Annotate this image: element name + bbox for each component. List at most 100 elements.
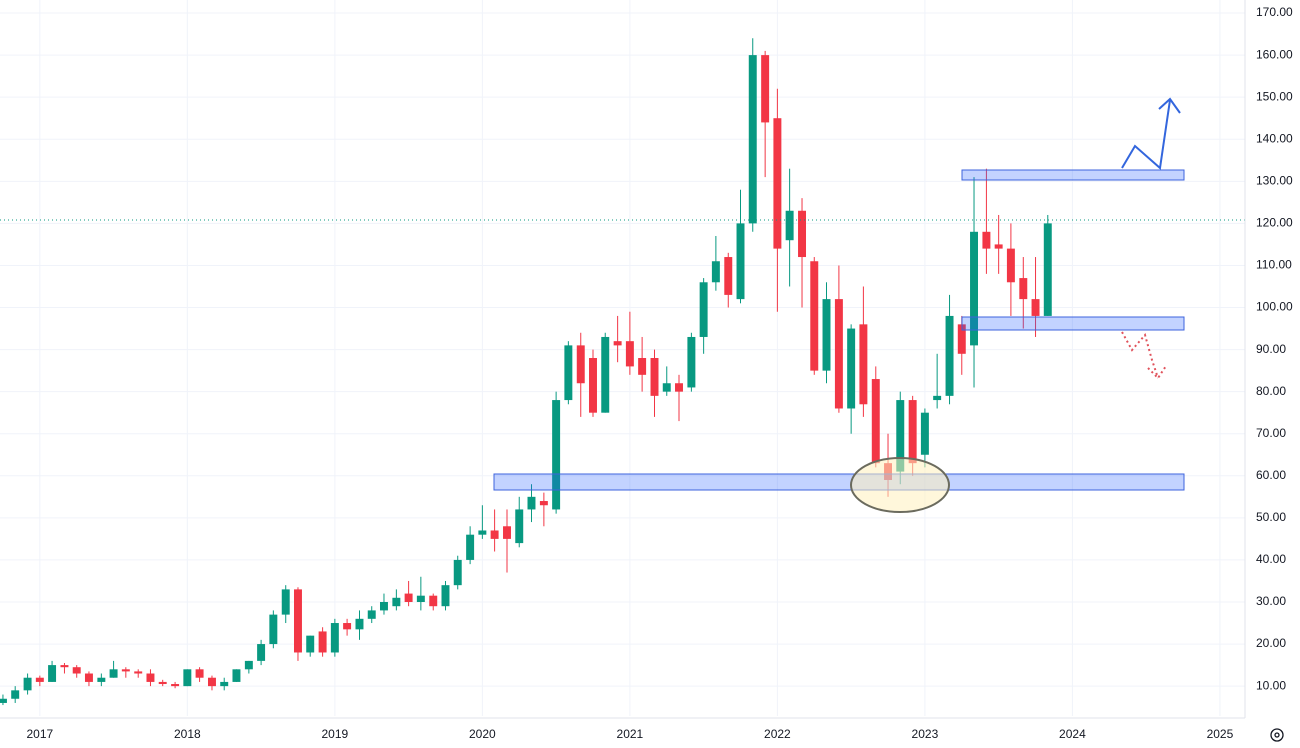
- candle-body: [687, 336, 696, 388]
- candle-body: [453, 559, 462, 586]
- candle-body: [625, 341, 634, 367]
- candle-body: [785, 210, 794, 241]
- candle-body: [97, 677, 106, 682]
- y-tick-label: 100.00: [1256, 300, 1293, 314]
- candle-body: [933, 395, 942, 401]
- candle-body: [552, 400, 561, 510]
- candle-body: [158, 681, 167, 685]
- candle-body: [306, 635, 315, 653]
- drawings: [0, 97, 1245, 513]
- candle-body: [355, 618, 364, 630]
- candle-body: [1006, 248, 1015, 283]
- candle-body: [330, 623, 339, 653]
- x-tick-label: 2025: [1207, 727, 1234, 741]
- candle-body: [257, 644, 266, 661]
- y-tick-label: 150.00: [1256, 89, 1293, 103]
- candle-body: [0, 698, 7, 703]
- candle-body: [171, 684, 180, 687]
- candle-body: [134, 671, 143, 674]
- candle-body: [281, 589, 290, 615]
- candle-body: [638, 358, 647, 375]
- candle-body: [675, 383, 683, 392]
- y-tick-label: 160.00: [1256, 47, 1293, 61]
- candle-body: [35, 677, 44, 682]
- candle-body: [293, 589, 302, 653]
- candle-body: [711, 261, 720, 283]
- candle-body: [822, 299, 831, 371]
- candle-body: [60, 665, 69, 668]
- candle-body: [503, 526, 511, 539]
- candle-body: [1031, 299, 1040, 316]
- candle-body: [859, 324, 868, 405]
- x-tick-label: 2017: [26, 727, 53, 741]
- candle-body: [343, 623, 352, 630]
- y-tick-label: 10.00: [1256, 678, 1286, 692]
- candle-body: [539, 501, 548, 506]
- x-tick-label: 2020: [469, 727, 496, 741]
- candle-body: [207, 677, 216, 687]
- candle-body: [195, 669, 204, 678]
- candle-body: [662, 383, 671, 392]
- arrow-head: [1147, 365, 1167, 380]
- candle-body: [269, 614, 278, 645]
- candle-body: [810, 261, 819, 371]
- candle-body: [318, 631, 327, 653]
- arrow-head: [1158, 97, 1181, 114]
- candle-body: [871, 379, 880, 464]
- candle-body: [699, 282, 708, 337]
- y-tick-label: 140.00: [1256, 131, 1293, 145]
- up-arrow: [1121, 99, 1171, 170]
- candle-body: [773, 118, 782, 249]
- y-tick-label: 30.00: [1256, 594, 1286, 608]
- candle-body: [416, 595, 425, 602]
- candle-body: [798, 210, 807, 258]
- candle-body: [736, 223, 745, 300]
- candle-body: [650, 358, 659, 396]
- y-tick-label: 170.00: [1256, 5, 1293, 19]
- x-tick-label: 2023: [912, 727, 939, 741]
- candle-body: [404, 593, 413, 602]
- y-tick-label: 20.00: [1256, 636, 1286, 650]
- y-tick-label: 120.00: [1256, 216, 1293, 230]
- candle-body: [183, 669, 192, 687]
- candle-body: [109, 669, 118, 678]
- candle-body: [441, 585, 450, 607]
- candle-body: [957, 324, 966, 354]
- zone: [493, 473, 1185, 491]
- candles: [0, 38, 1052, 706]
- candle-body: [576, 345, 585, 384]
- candle-body: [834, 299, 843, 409]
- candle-body: [146, 673, 155, 682]
- grid: [0, 0, 1245, 716]
- candle-body: [429, 595, 438, 607]
- candle-body: [527, 496, 536, 510]
- candle-body: [761, 55, 770, 123]
- candle-body: [48, 665, 57, 682]
- candle-body: [748, 55, 757, 224]
- candle-body: [466, 534, 475, 560]
- y-tick-label: 60.00: [1256, 468, 1286, 482]
- x-tick-label: 2024: [1059, 727, 1086, 741]
- candle-body: [11, 690, 20, 699]
- candle-body: [367, 610, 376, 619]
- candle-body: [1043, 223, 1052, 316]
- y-tick-label: 50.00: [1256, 510, 1286, 524]
- candle-body: [84, 673, 93, 682]
- candle-body: [982, 231, 991, 249]
- candle-body: [970, 231, 978, 346]
- candle-body: [515, 509, 524, 544]
- candle-body: [379, 601, 388, 611]
- zone: [961, 316, 1185, 331]
- zone: [961, 169, 1185, 181]
- candle-body: [589, 358, 597, 413]
- candle-body: [908, 400, 917, 464]
- candle-body: [994, 244, 1003, 249]
- candle-body: [121, 669, 130, 672]
- candle-body: [564, 345, 573, 401]
- candle-body: [601, 336, 610, 413]
- candle-body: [23, 677, 32, 691]
- candle-body: [232, 669, 241, 682]
- candle-body: [478, 530, 487, 535]
- settings-icon[interactable]: [1270, 728, 1284, 742]
